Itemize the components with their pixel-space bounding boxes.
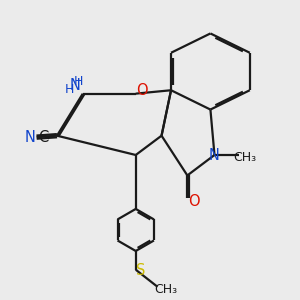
Text: CH₃: CH₃	[233, 152, 256, 164]
Text: CH₃: CH₃	[155, 283, 178, 296]
Text: H: H	[74, 75, 83, 88]
Text: N: N	[25, 130, 36, 145]
Text: S: S	[136, 263, 146, 278]
Text: N: N	[209, 148, 220, 163]
Text: C: C	[38, 130, 48, 145]
Text: H: H	[65, 83, 74, 96]
Text: O: O	[136, 82, 148, 98]
Text: N: N	[69, 78, 80, 93]
Text: O: O	[188, 194, 200, 208]
